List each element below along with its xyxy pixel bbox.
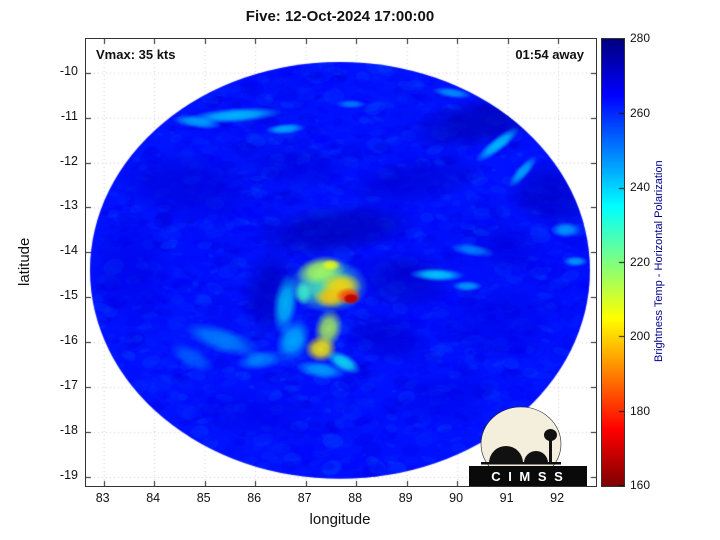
x-tick-label: 87 xyxy=(297,491,312,505)
x-tick-label: 89 xyxy=(398,491,413,505)
x-tick-label: 85 xyxy=(196,491,211,505)
x-tick-label: 92 xyxy=(550,491,565,505)
y-tick-label: -16 xyxy=(59,333,78,348)
y-tick-label: -12 xyxy=(59,153,78,168)
y-tick-label: -11 xyxy=(60,108,78,123)
eta-annotation: 01:54 away xyxy=(515,47,584,62)
cimss-logo: C I M S S xyxy=(469,406,587,486)
y-tick-label: -13 xyxy=(59,198,78,213)
y-tick-label: -17 xyxy=(59,378,78,393)
colorbar-tick-label: 180 xyxy=(630,403,651,418)
x-tick-label: 90 xyxy=(449,491,464,505)
y-tick-label: -14 xyxy=(59,243,78,258)
colorbar-tick-label: 260 xyxy=(630,105,651,120)
radome-dome-large-icon xyxy=(489,446,523,463)
y-tick-label: -19 xyxy=(59,468,78,482)
x-tick-label: 86 xyxy=(247,491,262,505)
colorbar-tick-label: 200 xyxy=(630,329,651,343)
colorbar-tick-label: 160 xyxy=(630,478,651,492)
colorbar-gradient-canvas xyxy=(602,39,624,486)
colorbar-tick-label: 280 xyxy=(630,31,651,45)
x-tick-label: 83 xyxy=(95,491,110,505)
y-tick-label: -18 xyxy=(59,423,78,438)
cimss-logo-text: C I M S S xyxy=(491,469,565,484)
cimss-banner xyxy=(469,466,587,486)
colorbar-label: Brightness Temp - Horizontal Polarizatio… xyxy=(653,160,665,363)
colorbar xyxy=(601,38,625,487)
x-axis-label: longitude xyxy=(309,511,371,528)
x-tick-label: 84 xyxy=(146,491,161,505)
plot-area: Vmax: 35 kts 01:54 away C I M S S xyxy=(85,38,597,487)
y-tick-label: -10 xyxy=(59,63,78,78)
ground-line-icon xyxy=(481,462,561,465)
water-tower-stem-icon xyxy=(549,439,552,463)
colorbar-tick-label: 240 xyxy=(630,180,651,194)
y-tick-label: -15 xyxy=(59,288,78,303)
x-tick-label: 88 xyxy=(348,491,363,505)
vmax-annotation: Vmax: 35 kts xyxy=(96,47,176,62)
x-tick-label: 91 xyxy=(499,491,514,505)
colorbar-tick-label: 220 xyxy=(630,254,651,269)
chart-title: Five: 12-Oct-2024 17:00:00 xyxy=(245,8,435,25)
y-axis-label: latitude xyxy=(16,237,33,286)
water-tower-top-icon xyxy=(544,429,557,441)
radome-dome-small-icon xyxy=(524,451,548,463)
